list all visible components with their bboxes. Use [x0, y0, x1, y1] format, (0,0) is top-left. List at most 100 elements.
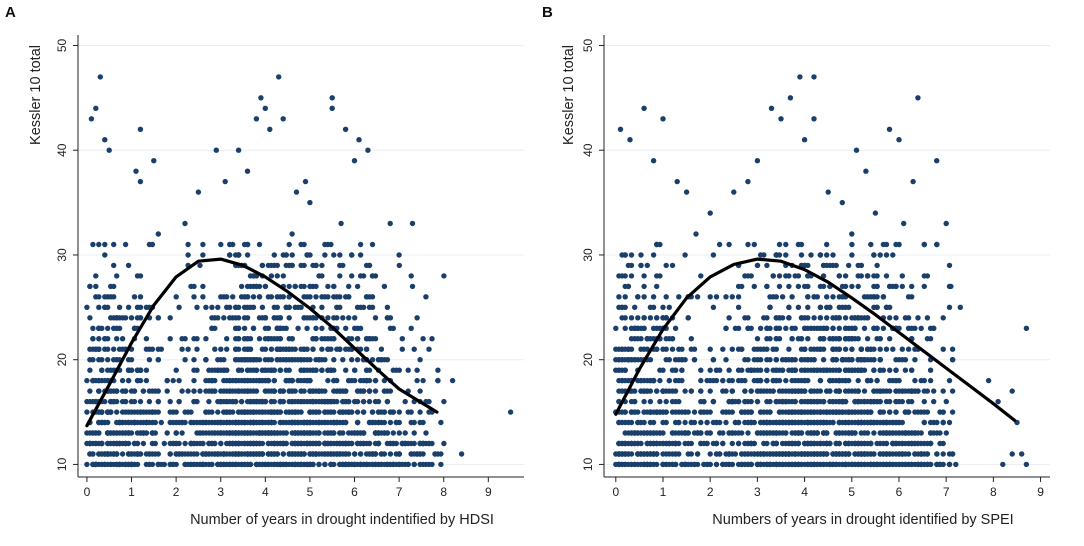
data-point [182, 220, 188, 227]
data-point [946, 419, 953, 426]
data-point [846, 409, 852, 415]
data-point [218, 440, 224, 447]
data-point [111, 430, 117, 436]
data-point [814, 430, 820, 436]
y-tick-label: 20 [55, 353, 69, 367]
data-point [289, 357, 295, 363]
data-point [657, 430, 663, 436]
data-point [435, 367, 441, 373]
data-point [342, 126, 349, 132]
data-point [191, 440, 197, 447]
data-point [96, 419, 102, 426]
y-tick-label: 10 [55, 457, 69, 471]
data-point [331, 377, 337, 384]
data-point [105, 440, 111, 447]
data-point [842, 398, 849, 405]
data-point [313, 294, 319, 300]
data-point [628, 440, 635, 447]
data-point [235, 440, 242, 447]
data-point [622, 440, 628, 447]
data-point [757, 325, 764, 331]
data-point [836, 325, 842, 331]
data-point [798, 336, 805, 342]
data-point [399, 346, 405, 352]
data-point [874, 377, 880, 384]
data-point [754, 367, 761, 373]
data-point [943, 430, 949, 436]
data-point [203, 304, 209, 310]
data-point [787, 95, 794, 101]
data-point [663, 294, 669, 300]
data-point [887, 283, 893, 290]
data-point [820, 367, 827, 373]
data-point [685, 315, 691, 321]
data-point [357, 241, 364, 248]
data-point [399, 461, 405, 468]
data-point [644, 388, 650, 394]
data-point [307, 409, 313, 415]
data-point [411, 346, 417, 352]
data-point [874, 440, 880, 447]
data-point [830, 294, 836, 300]
data-point [241, 419, 248, 426]
panel-a-label: A [5, 4, 16, 21]
data-point [739, 377, 745, 384]
data-point [638, 430, 644, 436]
data-point [858, 273, 864, 279]
panel-a-fit-line [85, 257, 439, 428]
data-point [408, 325, 414, 331]
data-point [861, 357, 868, 363]
data-point [218, 357, 224, 363]
data-point [194, 461, 200, 468]
data-point [167, 440, 173, 447]
data-point [842, 346, 849, 352]
data-point [795, 377, 802, 384]
data-point [899, 440, 905, 447]
data-point [414, 315, 420, 321]
data-point [688, 451, 694, 457]
data-point [435, 377, 441, 384]
data-point [346, 377, 352, 384]
data-point [346, 315, 352, 321]
data-point [90, 430, 96, 436]
data-point [414, 377, 420, 384]
data-point [874, 262, 880, 269]
data-point [271, 336, 277, 342]
data-point [849, 283, 855, 290]
data-point [360, 304, 367, 310]
data-point [158, 419, 164, 426]
data-point [861, 325, 868, 331]
data-point [167, 409, 173, 415]
data-point [849, 461, 855, 468]
data-point [789, 336, 795, 342]
data-point [319, 262, 325, 269]
data-point [99, 367, 105, 373]
data-point [820, 419, 827, 426]
data-point [798, 252, 805, 258]
panel-a-y-axis-label: Kessler 10 total [28, 45, 44, 145]
data-point [886, 126, 893, 132]
data-point [820, 461, 827, 468]
data-point [748, 273, 754, 279]
data-point [868, 357, 874, 363]
data-point [218, 461, 224, 468]
data-point [158, 346, 164, 352]
data-point [458, 451, 465, 457]
data-point [786, 283, 792, 290]
data-point [354, 336, 361, 342]
data-point [858, 451, 864, 457]
data-point [114, 388, 120, 394]
data-point [271, 252, 277, 258]
x-tick-label: 2 [707, 485, 714, 499]
data-point [877, 398, 883, 405]
data-point [874, 325, 880, 331]
data-point [167, 461, 173, 468]
data-point [751, 283, 757, 290]
data-point [122, 398, 129, 405]
data-point [786, 346, 792, 352]
data-point [817, 315, 824, 321]
data-point [691, 409, 698, 415]
x-tick-label: 4 [801, 485, 808, 499]
data-point [921, 273, 927, 279]
